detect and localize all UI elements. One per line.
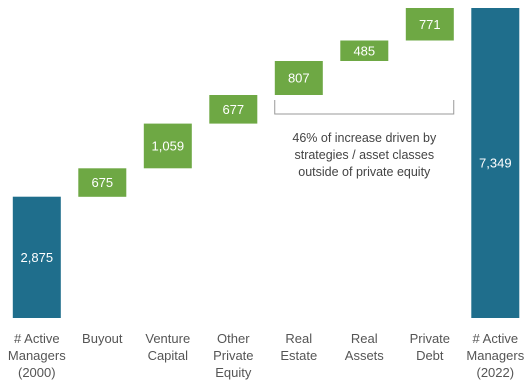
category-label-4-line-2: Private (213, 348, 253, 363)
category-label-1-line-3: (2000) (18, 365, 56, 380)
category-label-3-line-2: Capital (148, 348, 189, 363)
category-label-7-line-2: Debt (416, 348, 444, 363)
annotation-bracket (274, 100, 455, 115)
category-label-6-line-1: Real (351, 331, 378, 346)
value-label-7: 771 (419, 17, 441, 32)
bar-7 (405, 8, 454, 41)
bar-4 (209, 95, 258, 124)
category-label-8-line-2: Managers (466, 348, 524, 363)
category-label-4-line-3: Equity (215, 365, 252, 380)
value-label-4: 677 (222, 102, 244, 117)
value-label-3: 1,059 (152, 138, 185, 153)
category-label-5-line-1: Real (285, 331, 312, 346)
bar-2 (78, 168, 127, 197)
bar-6 (340, 40, 389, 61)
category-label-3-line-1: Venture (145, 331, 190, 346)
category-label-7-line-1: Private (410, 331, 450, 346)
category-label-1-line-1: # Active (14, 331, 60, 346)
bar-5 (274, 61, 323, 95)
category-label-6-line-2: Assets (345, 348, 385, 363)
bar-3 (143, 123, 192, 169)
value-labels-group: 2,875 675 1,059 677 807 485 771 7,349 (21, 17, 512, 265)
bar-8 (471, 8, 520, 318)
annotation-line-1: 46% of increase driven by (292, 131, 437, 145)
category-label-4-line-1: Other (217, 331, 250, 346)
annotation-line-3: outside of private equity (298, 165, 431, 179)
bars-group (12, 8, 520, 318)
category-label-8-line-3: (2022) (477, 365, 515, 380)
category-label-2-line-1: Buyout (82, 331, 123, 346)
category-label-8-line-1: # Active (473, 331, 519, 346)
value-label-6: 485 (353, 43, 375, 58)
category-label-1-line-2: Managers (8, 348, 66, 363)
value-label-5: 807 (288, 71, 310, 86)
bar-1 (12, 196, 61, 318)
value-label-1: 2,875 (21, 250, 54, 265)
category-label-5-line-2: Estate (280, 348, 317, 363)
annotation-line-2: strategies / asset classes (294, 148, 434, 162)
value-label-2: 675 (91, 175, 113, 190)
annotation-group: 46% of increase driven by strategies / a… (274, 100, 455, 179)
value-label-8: 7,349 (479, 156, 512, 171)
category-labels-group: # Active Managers (2000) Buyout Venture Capit… (8, 331, 525, 380)
